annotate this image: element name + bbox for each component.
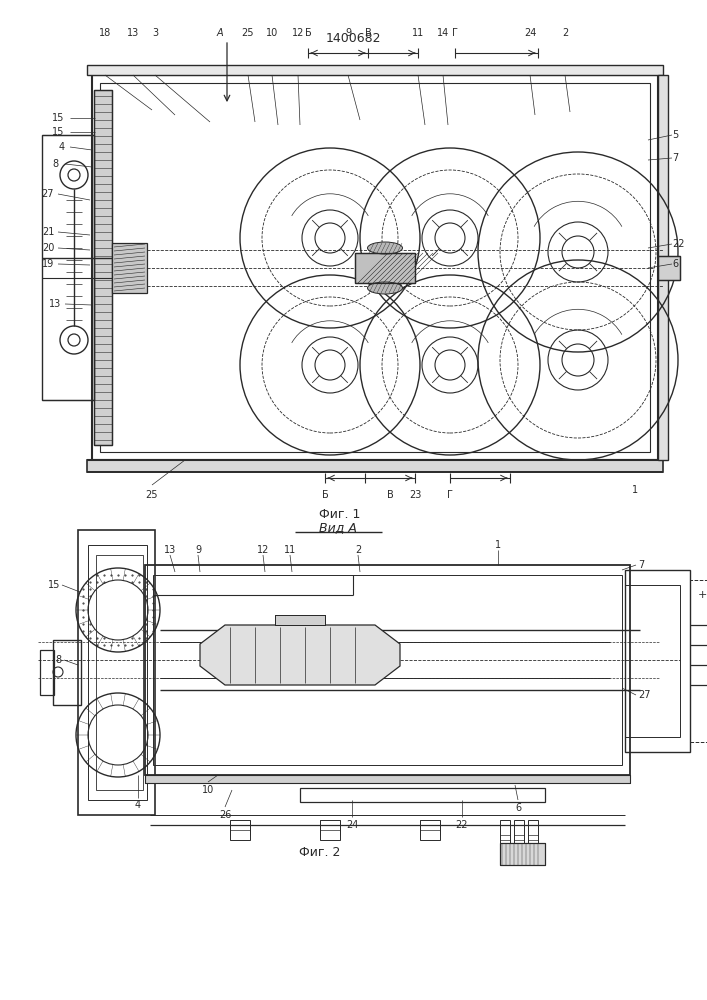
- Bar: [53, 640, 81, 705]
- Bar: [92, 75, 658, 460]
- Text: 22: 22: [672, 239, 684, 249]
- Text: 14: 14: [437, 28, 449, 38]
- Text: 26: 26: [218, 810, 231, 820]
- Bar: [96, 555, 143, 790]
- Text: 1: 1: [632, 485, 638, 495]
- Text: Фиг. 1: Фиг. 1: [320, 508, 361, 522]
- Bar: [145, 775, 630, 783]
- Bar: [42, 135, 94, 400]
- Text: 13: 13: [127, 28, 139, 38]
- Bar: [88, 545, 147, 800]
- Text: 24: 24: [524, 28, 536, 38]
- Text: A: A: [216, 28, 223, 38]
- Text: 4: 4: [59, 142, 65, 152]
- Text: 12: 12: [257, 545, 269, 555]
- Text: 27: 27: [638, 690, 650, 700]
- Text: 1: 1: [495, 540, 501, 550]
- Bar: [658, 256, 680, 280]
- Text: Г: Г: [447, 490, 453, 500]
- Text: Б: Б: [305, 28, 311, 38]
- Bar: [625, 585, 680, 737]
- Text: Г: Г: [452, 28, 458, 38]
- Bar: [145, 775, 630, 783]
- Text: Фиг. 2: Фиг. 2: [299, 846, 341, 858]
- Text: 9: 9: [195, 545, 201, 555]
- Text: 7: 7: [638, 560, 644, 570]
- Bar: [500, 843, 545, 865]
- Text: 8: 8: [56, 655, 62, 665]
- Text: 22: 22: [456, 820, 468, 830]
- Text: 2: 2: [355, 545, 361, 555]
- Text: 13: 13: [49, 299, 61, 309]
- Text: 8: 8: [52, 159, 58, 169]
- Bar: [78, 530, 155, 815]
- Bar: [355, 253, 415, 283]
- Text: 6: 6: [515, 803, 521, 813]
- Bar: [625, 570, 690, 752]
- Ellipse shape: [368, 242, 402, 254]
- Text: 15: 15: [52, 113, 64, 123]
- Bar: [528, 820, 538, 850]
- Text: 27: 27: [42, 189, 54, 199]
- Bar: [658, 75, 668, 460]
- Text: 11: 11: [412, 28, 424, 38]
- Bar: [87, 460, 663, 472]
- Ellipse shape: [368, 282, 402, 294]
- Text: 19: 19: [42, 259, 54, 269]
- Bar: [300, 788, 545, 802]
- Text: 21: 21: [42, 227, 54, 237]
- Text: 4: 4: [135, 800, 141, 810]
- Bar: [500, 843, 545, 865]
- Text: В: В: [365, 28, 371, 38]
- Text: 3: 3: [152, 28, 158, 38]
- Bar: [230, 820, 250, 840]
- Text: 10: 10: [202, 785, 214, 795]
- Bar: [94, 90, 112, 445]
- Bar: [275, 615, 325, 625]
- Text: 25: 25: [146, 490, 158, 500]
- Bar: [500, 820, 510, 850]
- Bar: [690, 580, 707, 742]
- Bar: [320, 820, 340, 840]
- Text: 7: 7: [672, 153, 678, 163]
- Bar: [153, 575, 622, 765]
- Text: Вид A: Вид A: [319, 522, 357, 534]
- Bar: [100, 83, 650, 452]
- Text: 9: 9: [345, 28, 351, 38]
- Text: 20: 20: [42, 243, 54, 253]
- Bar: [275, 615, 325, 625]
- Text: +: +: [697, 590, 707, 600]
- Text: 15: 15: [52, 127, 64, 137]
- Bar: [145, 565, 630, 775]
- Polygon shape: [200, 625, 400, 685]
- Text: 15: 15: [47, 580, 60, 590]
- Bar: [40, 650, 54, 695]
- Text: В: В: [387, 490, 393, 500]
- Bar: [87, 65, 663, 75]
- Text: 25: 25: [242, 28, 255, 38]
- Text: 24: 24: [346, 820, 358, 830]
- Bar: [658, 256, 680, 280]
- Text: 1400682: 1400682: [325, 31, 381, 44]
- Text: 5: 5: [672, 130, 678, 140]
- Text: 10: 10: [266, 28, 278, 38]
- Text: 12: 12: [292, 28, 304, 38]
- Text: 11: 11: [284, 545, 296, 555]
- Bar: [355, 253, 415, 283]
- Bar: [514, 820, 524, 850]
- Bar: [94, 90, 112, 445]
- Text: 18: 18: [99, 28, 111, 38]
- Text: 6: 6: [672, 259, 678, 269]
- Text: 23: 23: [409, 490, 421, 500]
- Text: 13: 13: [164, 545, 176, 555]
- Text: 2: 2: [562, 28, 568, 38]
- Bar: [420, 820, 440, 840]
- Text: Б: Б: [322, 490, 328, 500]
- Bar: [112, 243, 147, 293]
